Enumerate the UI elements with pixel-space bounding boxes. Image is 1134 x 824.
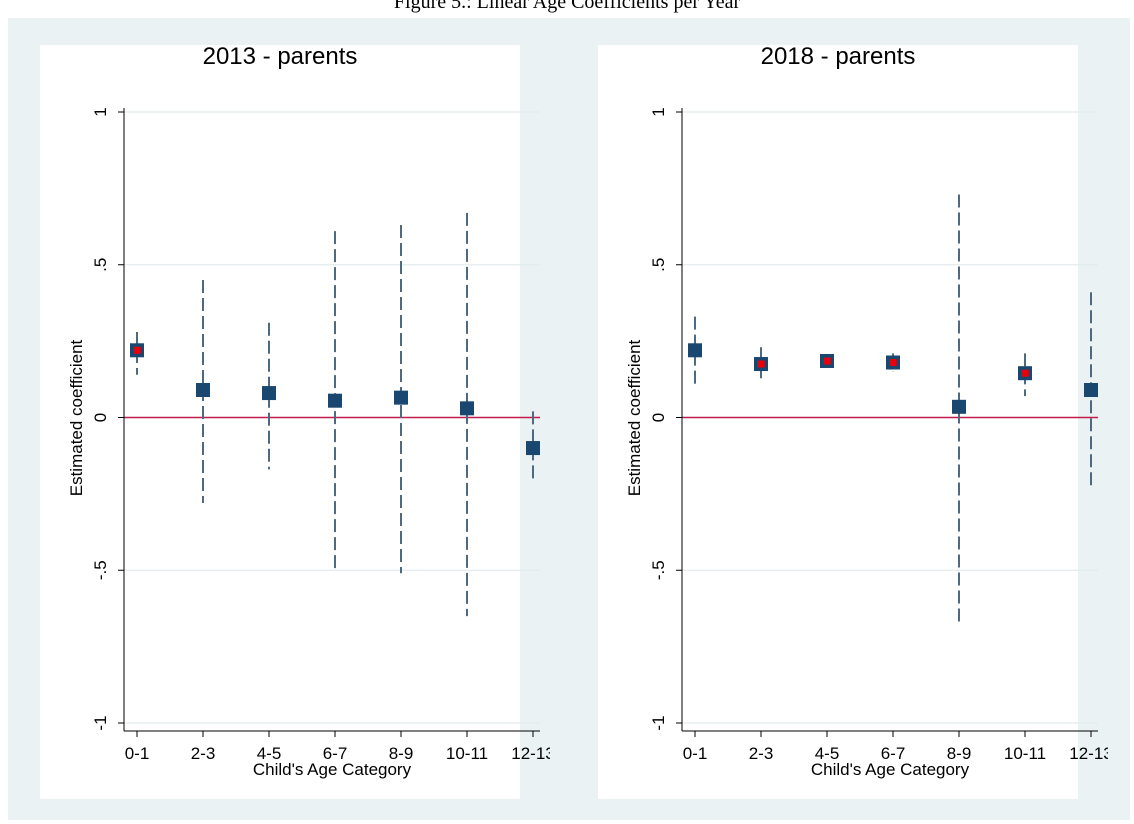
- y-tick-label: 1: [649, 107, 668, 116]
- x-tick-label: 0-1: [125, 744, 150, 763]
- coefficient-marker: [1084, 383, 1098, 398]
- figure-caption: Figure 5.: Linear Age Coefficients per Y…: [0, 0, 1134, 16]
- panel-2013: 2013 - parents 1 .5 0 -.5 -1 Estimated coeffic…: [8, 18, 550, 820]
- x-tick-label: 12-13: [511, 744, 550, 763]
- coefficient-marker: [394, 390, 408, 405]
- y-axis-label: Estimated coefficient: [625, 339, 644, 496]
- x-axis-label: Child's Age Category: [811, 760, 970, 779]
- y-tick-label: -.5: [91, 560, 110, 580]
- coefficient-marker: [526, 441, 540, 456]
- y-tick-label: -1: [649, 715, 668, 730]
- y-tick-label: .5: [649, 258, 668, 272]
- y-tick-label: 0: [649, 413, 668, 422]
- x-tick-label: 2-3: [191, 744, 216, 763]
- x-tick-label: 8-9: [389, 744, 414, 763]
- graph-region: 2013 - parents 1 .5 0 -.5 -1 Estimated coeffic…: [8, 18, 1130, 820]
- significance-marker: [889, 359, 897, 367]
- significance-marker: [133, 346, 141, 354]
- x-axis-label: Child's Age Category: [253, 760, 412, 779]
- y-tick-label: -.5: [649, 560, 668, 580]
- x-tick-label: 2-3: [749, 744, 774, 763]
- coefficient-marker: [196, 383, 210, 398]
- significance-marker: [1021, 369, 1029, 377]
- x-tick-label: 0-1: [683, 744, 708, 763]
- significance-marker: [757, 360, 765, 368]
- chart-2018-parents: 2018 - parents 1 .5 0 -.5 -1 Estimated coeffic…: [598, 43, 1108, 799]
- x-tick-label: 10-11: [1004, 744, 1046, 763]
- plot-region: [40, 45, 520, 799]
- significance-marker: [823, 357, 831, 365]
- chart-2013-parents: 2013 - parents 1 .5 0 -.5 -1 Estimated coeffic…: [40, 43, 550, 799]
- coefficient-marker: [460, 401, 474, 416]
- chart-title: 2018 - parents: [761, 43, 916, 70]
- y-tick-label: -1: [91, 715, 110, 730]
- y-axis-label: Estimated coefficient: [67, 339, 86, 496]
- chart-title: 2013 - parents: [203, 43, 358, 70]
- x-tick-label: 12-13: [1069, 744, 1108, 763]
- coefficient-marker: [262, 386, 276, 401]
- x-tick-label: 4-5: [257, 744, 282, 763]
- coefficient-marker: [328, 393, 342, 408]
- x-tick-label: 8-9: [947, 744, 972, 763]
- y-tick-label: .5: [91, 258, 110, 272]
- panel-2018: 2018 - parents 1 .5 0 -.5 -1 Estimated coeffic…: [566, 18, 1108, 820]
- x-tick-label: 4-5: [815, 744, 840, 763]
- figure-caption-text: Figure 5.: Linear Age Coefficients per Y…: [393, 0, 741, 13]
- x-tick-label: 6-7: [323, 744, 348, 763]
- y-tick-label: 1: [91, 107, 110, 116]
- coefficient-marker: [688, 343, 702, 358]
- x-tick-label: 6-7: [881, 744, 906, 763]
- plot-region: [598, 45, 1078, 799]
- x-tick-label: 10-11: [446, 744, 488, 763]
- coefficient-marker: [952, 399, 966, 414]
- y-tick-label: 0: [91, 413, 110, 422]
